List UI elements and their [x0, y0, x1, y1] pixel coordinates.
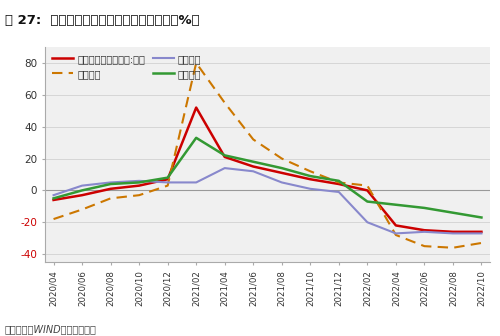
Legend: 房地产开发资金来源:累计, 其他资金, 国内贷款, 自筹资金: 房地产开发资金来源:累计, 其他资金, 国内贷款, 自筹资金: [50, 52, 203, 81]
Text: 资料来源：WIND，财信研究院: 资料来源：WIND，财信研究院: [5, 324, 97, 334]
Text: 图 27:  房地产开发资金来源细项累计增速（%）: 图 27: 房地产开发资金来源细项累计增速（%）: [5, 14, 200, 27]
